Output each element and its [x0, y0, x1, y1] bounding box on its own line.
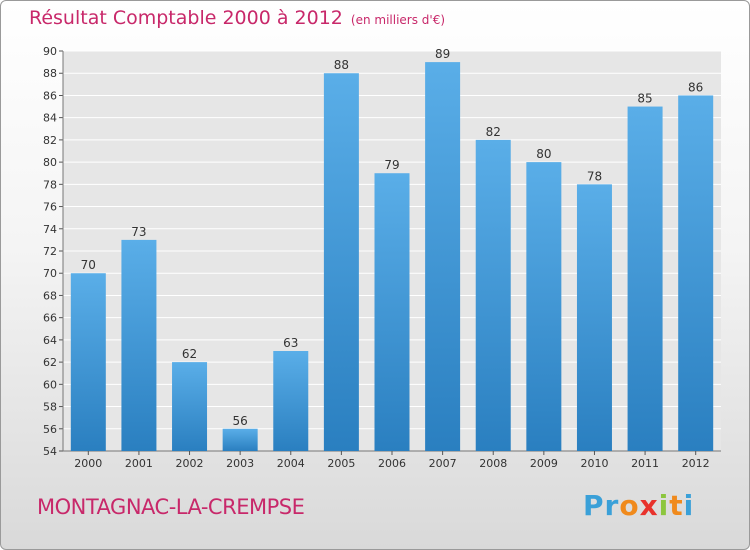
data-label-2007: 89: [435, 47, 450, 61]
bar-2012: [678, 95, 714, 451]
x-tick-label-2011: 2011: [631, 457, 659, 470]
x-axis: 2000 2001 2002 2003 2004 2005 2006 2007 2008 2009…: [63, 450, 721, 470]
y-tick-label: 90: [43, 45, 57, 58]
x-tick-label-2009: 2009: [530, 457, 558, 470]
y-tick-label: 70: [43, 267, 57, 280]
x-tick-label-2005: 2005: [327, 457, 355, 470]
y-tick-label: 60: [43, 378, 57, 391]
y-tick-label: 66: [43, 312, 57, 325]
y-tick-label: 88: [43, 67, 57, 80]
data-label-2008: 82: [486, 125, 501, 139]
bars: [70, 62, 714, 452]
logo-letter: P: [583, 489, 605, 522]
y-tick-label: 78: [43, 178, 57, 191]
bar-2008: [475, 139, 511, 451]
data-label-2004: 63: [283, 336, 298, 350]
y-tick-label: 68: [43, 289, 57, 302]
y-tick-label: 72: [43, 245, 57, 258]
x-tick-label-2012: 2012: [682, 457, 710, 470]
commune-name: MONTAGNAC-LA-CREMPSE: [37, 495, 305, 519]
y-tick-label: 80: [43, 156, 57, 169]
y-tick-label: 82: [43, 134, 57, 147]
bar-2009: [526, 162, 562, 451]
x-tick-label-2006: 2006: [378, 457, 406, 470]
y-tick-label: 84: [43, 112, 57, 125]
bar-2004: [273, 351, 309, 451]
logo-letter: i: [658, 489, 670, 522]
bar-2005: [323, 73, 359, 451]
bar-2011: [627, 106, 663, 452]
x-tick-label-2007: 2007: [429, 457, 457, 470]
data-label-2012: 86: [688, 80, 703, 94]
x-tick-label-2010: 2010: [580, 457, 608, 470]
data-label-2002: 62: [182, 347, 197, 361]
y-axis: 54 56 58 60 62 64 66 68 70 72 74 76 78 80 82 84 86 88 90: [43, 45, 64, 458]
bar-2001: [121, 239, 157, 451]
data-label-2001: 73: [131, 225, 146, 239]
y-tick-label: 74: [43, 223, 57, 236]
bar-2006: [374, 173, 410, 451]
logo-letter: r: [604, 489, 620, 522]
y-tick-label: 58: [43, 401, 57, 414]
x-tick-label-2003: 2003: [226, 457, 254, 470]
data-label-2011: 85: [637, 92, 652, 106]
y-tick-label: 62: [43, 356, 57, 369]
bar-2010: [576, 184, 612, 452]
bar-2003: [222, 428, 258, 451]
logo-letter: t: [669, 489, 684, 522]
chart-title: Résultat Comptable 2000 à 2012 (en millie…: [29, 7, 445, 29]
bar-2007: [425, 62, 461, 451]
y-tick-label: 86: [43, 89, 57, 102]
bar-2000: [70, 273, 106, 451]
x-tick-label-2001: 2001: [125, 457, 153, 470]
data-label-2009: 80: [536, 147, 551, 161]
logo-letter: i: [683, 489, 695, 522]
data-label-2000: 70: [81, 258, 96, 272]
proxiti-logo: Proxiti: [583, 489, 694, 522]
y-tick-label: 56: [43, 423, 57, 436]
x-tick-label-2002: 2002: [176, 457, 204, 470]
y-tick-label: 54: [43, 445, 57, 458]
chart-unit: (en milliers d'€): [350, 13, 446, 27]
data-label-2010: 78: [587, 169, 602, 183]
bar-2002: [172, 362, 208, 451]
x-tick-label-2000: 2000: [74, 457, 102, 470]
data-labels: 70 73 62 56 63 88 79 89 82 80 78 85 86: [81, 47, 704, 428]
y-tick-label: 64: [43, 334, 57, 347]
data-label-2003: 56: [233, 414, 248, 428]
data-label-2006: 79: [384, 158, 399, 172]
chart-title-text: Résultat Comptable 2000 à 2012: [29, 7, 343, 29]
logo-letter: x: [639, 489, 659, 522]
logo-letter: o: [619, 489, 640, 522]
y-tick-label: 76: [43, 201, 57, 214]
x-tick-label-2008: 2008: [479, 457, 507, 470]
data-label-2005: 88: [334, 58, 349, 72]
x-tick-label-2004: 2004: [277, 457, 305, 470]
